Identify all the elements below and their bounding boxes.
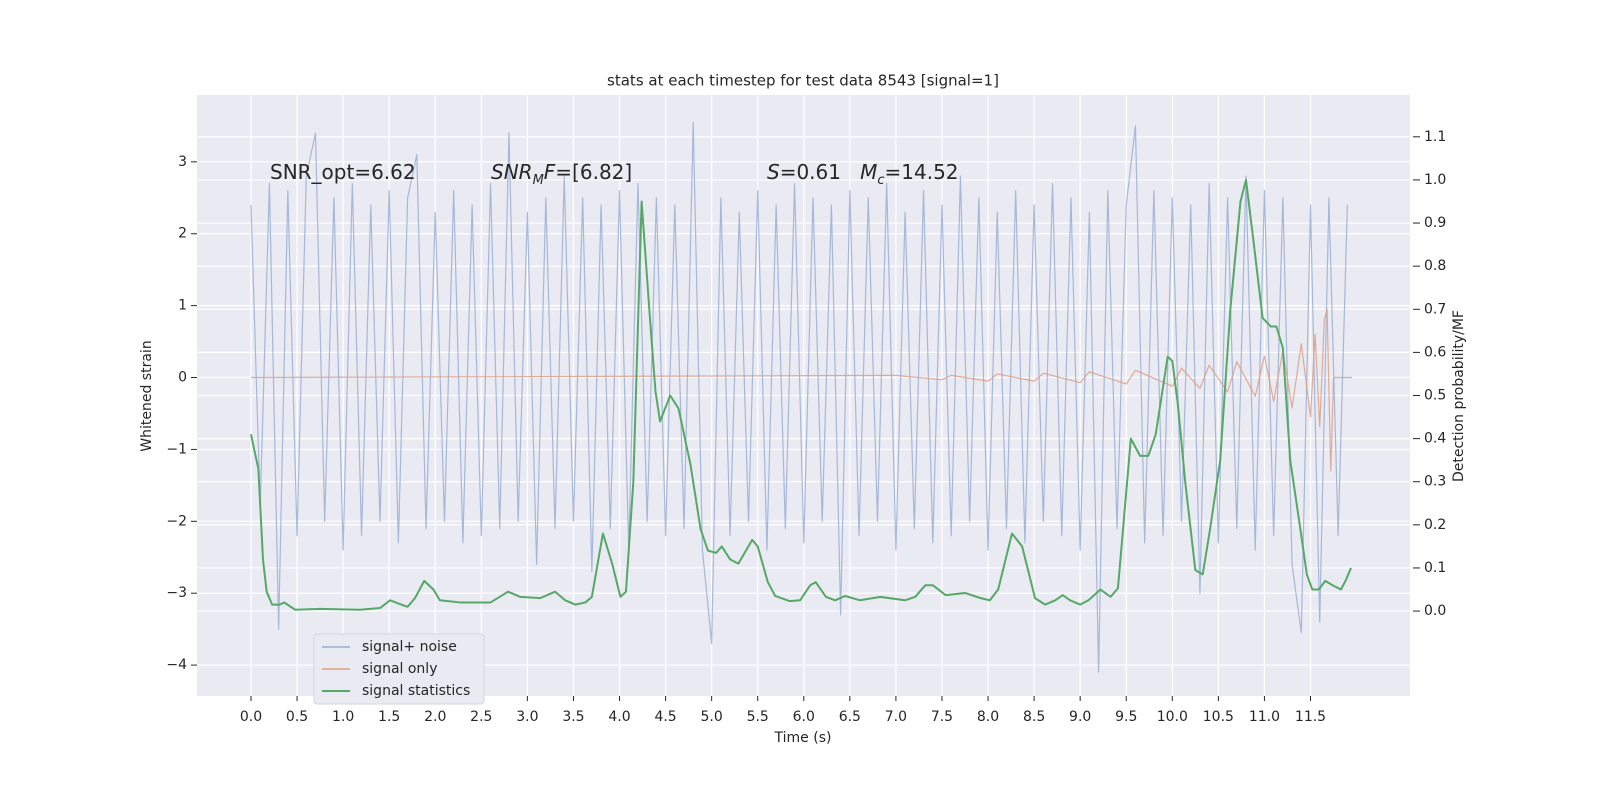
x-tick-label: 0.5: [286, 709, 308, 725]
annotation: SNRMF=[6.82]: [491, 160, 632, 189]
annotation-part: =0.61: [780, 160, 860, 184]
x-tick-label: 3.5: [562, 709, 584, 725]
x-tick-label: 3.0: [516, 709, 538, 725]
chart-title: stats at each timestep for test data 854…: [607, 72, 999, 90]
annotation: SNR_opt=6.62: [270, 160, 416, 184]
annotation-part: =14.52: [885, 160, 959, 184]
y-tick-label: 1: [178, 298, 187, 314]
series-line: [250, 121, 1348, 673]
y2-tick-label: 0.2: [1424, 517, 1446, 533]
x-tick-label: 11.5: [1295, 709, 1326, 725]
annotation-part: M: [533, 173, 544, 188]
x-axis-label: Time (s): [774, 730, 832, 746]
series-line: [250, 308, 1352, 472]
y2-tick-label: 0.6: [1424, 344, 1446, 360]
x-tick-label: 8.0: [977, 709, 999, 725]
x-tick-label: 1.0: [332, 709, 354, 725]
marks: [250, 121, 1352, 673]
x-tick-label: 7.5: [931, 709, 953, 725]
y2-tick-label: 0.0: [1424, 603, 1446, 619]
y2-tick-label: 0.3: [1424, 474, 1446, 490]
annotation-part: c: [877, 173, 884, 188]
annotation-part: S: [767, 160, 780, 184]
x-tick-label: 11.0: [1249, 709, 1280, 725]
x-tick-label: 2.0: [424, 709, 446, 725]
x-tick-label: 9.5: [1115, 709, 1137, 725]
y2-tick-label: 0.5: [1424, 388, 1446, 404]
annotation-part: M: [860, 160, 877, 184]
legend-label: signal+ noise: [362, 639, 457, 655]
y-tick-label: 2: [178, 226, 187, 242]
x-tick-label: 5.0: [701, 709, 723, 725]
x-tick-label: 4.0: [608, 709, 630, 725]
x-tick-label: 8.5: [1023, 709, 1045, 725]
annotation: S=0.61 Mc=14.52: [767, 160, 959, 189]
x-tick-label: 7.0: [885, 709, 907, 725]
y-axis-label: Whitened strain: [139, 340, 155, 451]
y2-tick-label: 0.9: [1424, 215, 1446, 231]
legend-label: signal statistics: [362, 683, 470, 699]
y-tick-label: −2: [166, 513, 187, 529]
y2-tick-label: 0.1: [1424, 560, 1446, 576]
y2-tick-label: 1.1: [1424, 129, 1446, 145]
y-tick-label: −3: [166, 585, 187, 601]
x-tick-label: 9.0: [1069, 709, 1091, 725]
y2-axis-label: Detection probability/MF: [1451, 310, 1467, 482]
annotation-part: SNR: [491, 160, 533, 184]
x-tick-label: 5.5: [747, 709, 769, 725]
annotation-part: F: [544, 160, 556, 184]
legend-label: signal only: [362, 661, 437, 677]
annotation-part: =[6.82]: [555, 160, 632, 184]
y2-tick-label: 0.7: [1424, 301, 1446, 317]
legend: signal+ noise signal only signal statistic…: [313, 633, 485, 705]
series-line: [250, 178, 1352, 611]
x-tick-label: 6.0: [793, 709, 815, 725]
x-tick-label: 0.0: [240, 709, 262, 725]
x-tick-label: 4.5: [654, 709, 676, 725]
y2-tick-label: 0.4: [1424, 431, 1446, 447]
y-tick-label: 3: [178, 154, 187, 170]
x-tick-label: 2.5: [470, 709, 492, 725]
x-tick-label: 10.5: [1203, 709, 1234, 725]
y-tick-label: 0: [178, 370, 187, 386]
legend-box: [313, 633, 485, 705]
annotation-part: SNR_opt=6.62: [270, 160, 416, 184]
x-tick-label: 1.5: [378, 709, 400, 725]
y2-tick-label: 0.8: [1424, 258, 1446, 274]
x-tick-label: 10.0: [1157, 709, 1188, 725]
y-tick-label: −4: [166, 657, 187, 673]
labels: 0.0 0.5 1.0 1.5 2.0 2.5 3.0 3.5 4.0 4.5 5.0 5.5 6.0 6…: [166, 129, 1446, 725]
x-tick-label: 6.5: [839, 709, 861, 725]
y-tick-label: −1: [166, 441, 187, 457]
y2-tick-label: 1.0: [1424, 172, 1446, 188]
